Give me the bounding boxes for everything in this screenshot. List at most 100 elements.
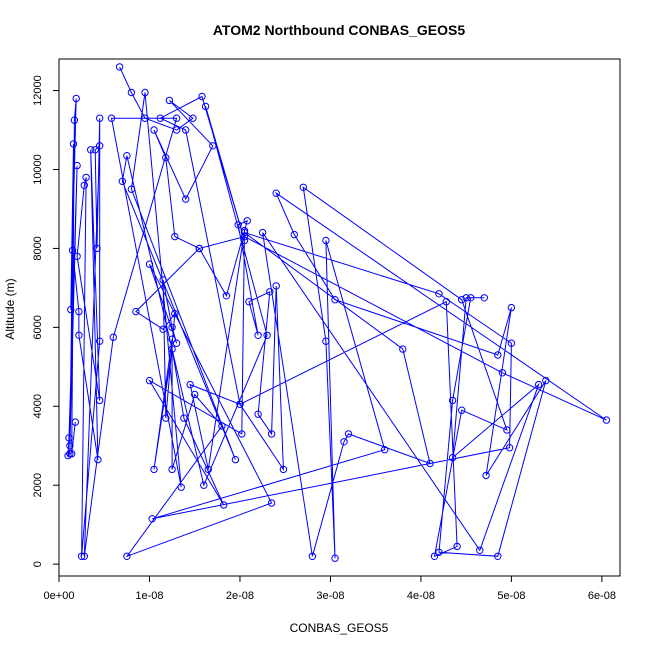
- data-point: [279, 465, 288, 474]
- data-point: [462, 294, 470, 302]
- data-point: [505, 444, 514, 452]
- data-point: [189, 114, 197, 122]
- data-point: [171, 232, 179, 241]
- data-point: [141, 88, 149, 97]
- x-tick-label: 2e-08: [226, 590, 254, 602]
- data-point: [448, 396, 457, 405]
- data-point: [141, 114, 149, 122]
- data-point: [467, 294, 475, 302]
- data-point: [159, 276, 167, 284]
- data-point: [150, 465, 158, 474]
- data-point: [162, 154, 170, 162]
- data-point: [145, 260, 154, 268]
- data-point: [340, 438, 348, 446]
- data-point: [172, 339, 181, 347]
- data-point: [171, 309, 179, 318]
- data-point: [458, 296, 466, 304]
- data-point: [602, 416, 611, 424]
- data-point: [498, 369, 507, 377]
- data-point: [69, 140, 78, 148]
- data-point: [263, 331, 271, 339]
- data-point: [159, 325, 167, 333]
- data-point: [480, 294, 488, 302]
- data-point: [426, 459, 434, 468]
- data-point: [67, 305, 75, 314]
- data-point: [308, 552, 317, 560]
- data-point: [218, 422, 226, 430]
- data-point: [272, 282, 280, 290]
- data-point: [156, 114, 165, 122]
- data-point: [109, 333, 118, 341]
- data-point: [123, 552, 131, 560]
- data-point: [177, 483, 185, 491]
- data-point: [132, 307, 140, 316]
- data-point: [534, 380, 543, 389]
- data-point: [243, 217, 251, 225]
- x-tick-label: 1e-08: [135, 590, 163, 602]
- data-point: [68, 246, 77, 255]
- data-point: [201, 102, 210, 111]
- data-point: [93, 244, 101, 253]
- chart-title: ATOM2 Northbound CONBAS_GEOS5: [213, 22, 465, 38]
- data-point: [96, 396, 104, 405]
- data-point: [162, 414, 170, 422]
- data-point: [71, 418, 80, 426]
- data-point: [258, 228, 267, 237]
- data-point: [80, 552, 89, 560]
- data-point: [168, 323, 176, 332]
- data-point: [254, 410, 262, 418]
- data-point: [234, 221, 242, 229]
- y-tick-label: 8000: [32, 236, 44, 260]
- data-point: [448, 453, 457, 462]
- data-point: [266, 288, 274, 296]
- data-point: [72, 94, 80, 103]
- y-axis-label: Altitude (m): [3, 278, 17, 339]
- data-point: [172, 126, 181, 134]
- data-point: [118, 177, 127, 186]
- x-axis: 0e+00 1e-08 2e-08 3e-08 4e-08 5e-08 6e-08: [44, 575, 616, 602]
- data-point: [204, 465, 213, 474]
- y-tick-label: 0: [32, 561, 44, 567]
- data-point: [64, 451, 72, 460]
- data-point: [272, 189, 280, 197]
- data-point: [195, 244, 204, 253]
- data-point: [542, 376, 550, 385]
- x-tick-label: 4e-08: [407, 590, 435, 602]
- y-tick-label: 6000: [32, 315, 44, 339]
- data-point: [75, 307, 83, 316]
- data-point: [186, 380, 194, 389]
- series-line: [67, 66, 607, 559]
- y-tick-label: 4000: [32, 394, 44, 418]
- data-point: [65, 434, 73, 442]
- data-point: [236, 400, 244, 408]
- data-point: [482, 471, 490, 480]
- data-point: [344, 430, 353, 438]
- series-layer: [64, 63, 611, 562]
- data-point: [267, 499, 276, 507]
- y-axis: 0 2000 4000 6000 8000 10000 12000: [32, 75, 60, 567]
- data-point: [165, 96, 174, 105]
- data-point: [168, 335, 176, 343]
- x-tick-label: 5e-08: [497, 590, 525, 602]
- x-tick-label: 0e+00: [44, 590, 75, 602]
- data-point: [75, 331, 83, 339]
- data-point: [507, 303, 516, 312]
- data-point: [240, 236, 249, 245]
- data-point: [290, 230, 298, 239]
- data-point: [245, 298, 253, 306]
- data-point: [503, 426, 511, 434]
- data-point: [442, 298, 450, 306]
- data-point: [77, 552, 86, 560]
- data-point: [494, 552, 502, 560]
- y-tick-label: 2000: [32, 473, 44, 497]
- data-point: [91, 146, 99, 154]
- data-point: [73, 161, 81, 170]
- data-point: [172, 114, 181, 122]
- data-point: [127, 185, 136, 193]
- data-point: [182, 195, 190, 203]
- x-axis-label: CONBAS_GEOS5: [290, 621, 389, 635]
- data-point: [453, 542, 461, 551]
- data-point: [240, 228, 249, 237]
- x-tick-label: 6e-08: [588, 590, 616, 602]
